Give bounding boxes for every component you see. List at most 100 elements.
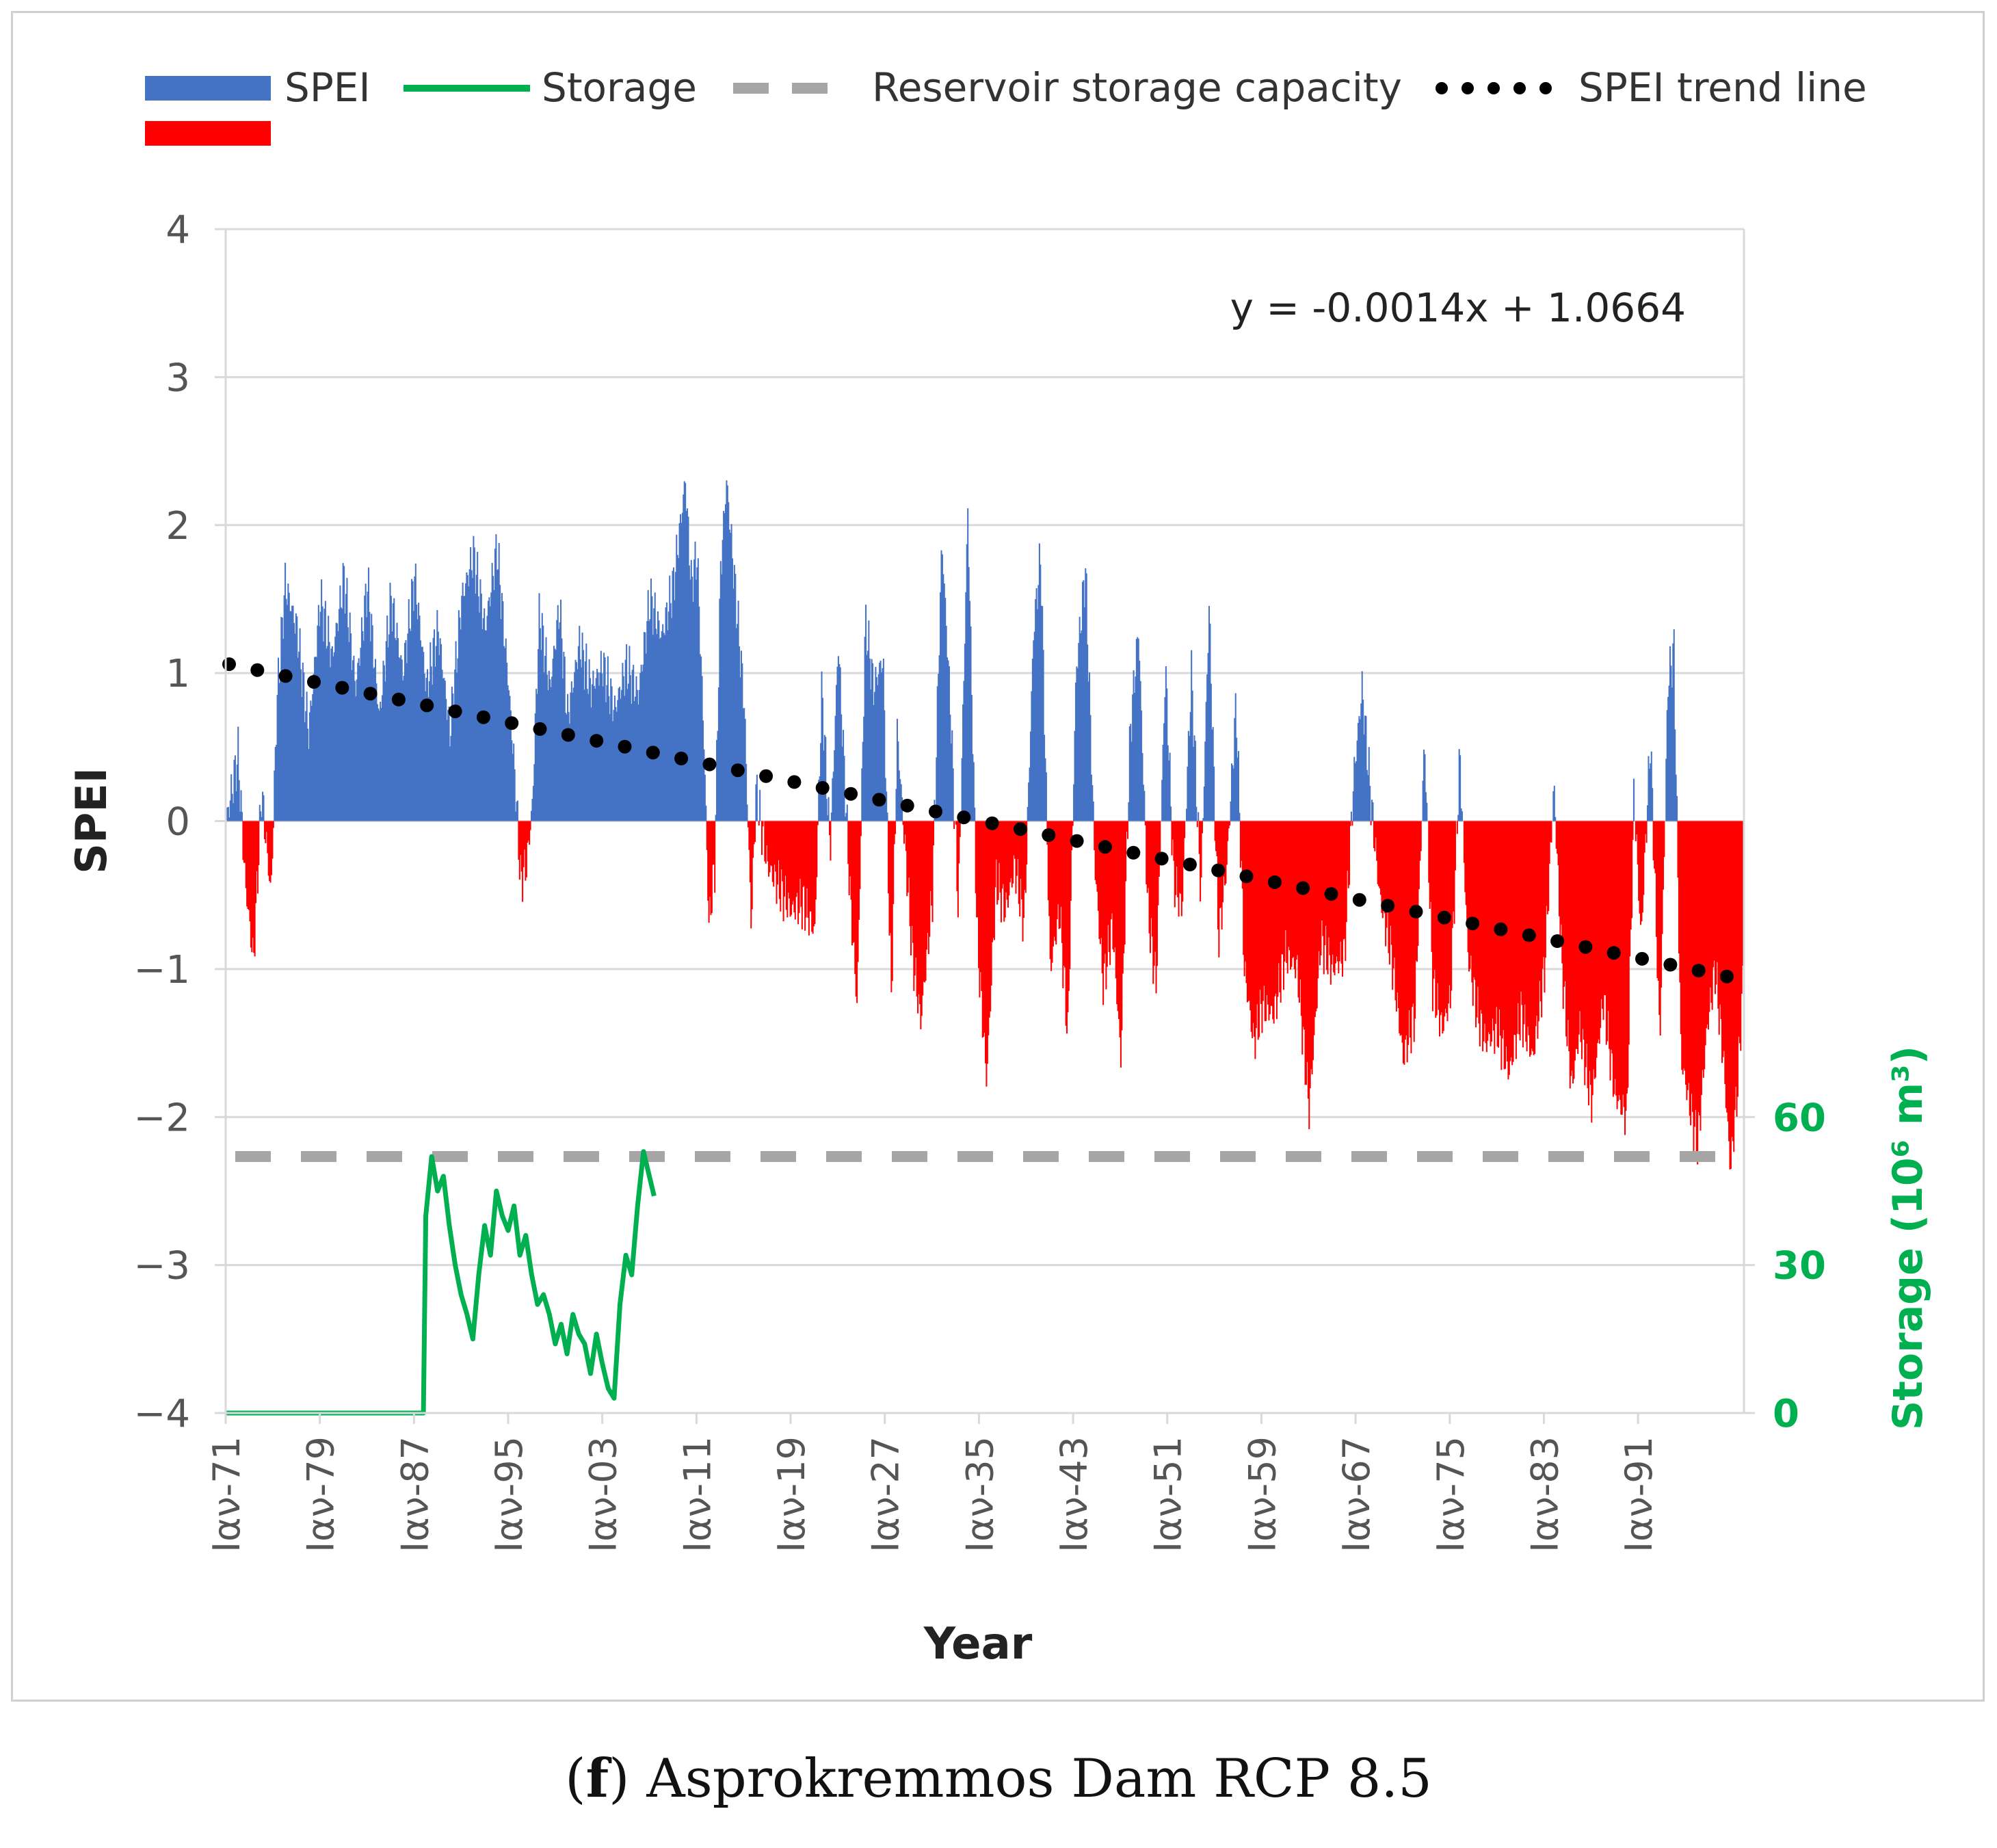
spei-bar xyxy=(1437,821,1439,984)
spei-bar xyxy=(1353,756,1355,821)
spei-bar xyxy=(1498,821,1500,1009)
spei-bar xyxy=(944,598,947,821)
spei-bar xyxy=(470,547,472,821)
spei-bar xyxy=(1059,821,1061,929)
spei-bar xyxy=(1343,821,1345,939)
spei-bar xyxy=(961,758,963,821)
spei-bar xyxy=(804,821,806,931)
spei-bar xyxy=(1454,821,1456,871)
spei-bar xyxy=(1671,687,1673,821)
spei-bar xyxy=(1429,821,1431,909)
spei-bar xyxy=(356,679,358,821)
spei-bar xyxy=(1057,821,1059,905)
spei-bar xyxy=(1524,821,1526,1005)
spei-bar xyxy=(1089,672,1091,821)
spei-bar xyxy=(1245,821,1247,984)
spei-bar xyxy=(856,821,858,1003)
spei-bar xyxy=(1239,821,1241,868)
spei-bar xyxy=(1345,821,1347,962)
spei-bar xyxy=(986,821,988,1064)
spei-bar xyxy=(265,821,267,843)
x-tick-label: Ιαν-79 xyxy=(300,1436,343,1553)
spei-bar xyxy=(312,694,314,821)
spei-bar xyxy=(247,821,249,910)
spei-bar xyxy=(350,633,352,821)
spei-bar xyxy=(1290,821,1292,970)
spei-bar xyxy=(1383,821,1385,901)
spei-bar xyxy=(481,629,484,821)
spei-bar xyxy=(1343,821,1345,940)
spei-bar xyxy=(525,821,527,881)
y-tick-label: 2 xyxy=(166,504,190,549)
spei-bar xyxy=(1006,821,1008,900)
spei-bar xyxy=(730,524,732,821)
spei-bar xyxy=(272,821,274,828)
spei-bar xyxy=(385,641,387,821)
spei-bar xyxy=(695,579,697,821)
spei-bar xyxy=(903,821,905,844)
spei-bar xyxy=(1678,821,1680,954)
spei-bar xyxy=(425,691,427,821)
spei-bar xyxy=(676,555,678,821)
spei-bar xyxy=(1092,784,1094,821)
spei-bar xyxy=(837,656,839,821)
spei-bar xyxy=(1253,821,1255,1037)
spei-bar xyxy=(339,585,341,821)
spei-bar xyxy=(892,821,895,904)
spei-bar xyxy=(454,669,456,821)
spei-bar xyxy=(776,821,778,885)
spei-bar xyxy=(726,485,728,821)
spei-bar xyxy=(515,811,517,821)
trend-dot xyxy=(1070,834,1084,848)
spei-bar xyxy=(1679,821,1681,983)
spei-bar xyxy=(1401,821,1403,1035)
spei-bar xyxy=(330,667,332,821)
spei-bar xyxy=(1187,766,1189,821)
spei-bar xyxy=(1106,821,1108,967)
spei-bar xyxy=(1118,821,1120,1020)
spei-bar xyxy=(233,759,235,821)
spei-bar xyxy=(993,821,995,940)
spei-bar xyxy=(1013,821,1015,856)
spei-bar xyxy=(1112,821,1114,950)
spei-bar xyxy=(723,511,725,821)
spei-bar xyxy=(1619,821,1621,1100)
spei-bar xyxy=(1121,821,1123,1031)
spei-bar xyxy=(977,821,979,968)
spei-bar xyxy=(1141,710,1143,821)
spei-bar xyxy=(1485,821,1487,1044)
spei-bar xyxy=(1318,821,1320,951)
spei-bar xyxy=(1204,741,1206,821)
spei-bar xyxy=(1261,821,1263,1033)
spei-bar xyxy=(487,600,489,821)
spei-bar xyxy=(1385,821,1387,947)
spei-bar xyxy=(1571,821,1573,1071)
spei-bar xyxy=(1721,821,1723,1064)
spei-bar xyxy=(931,821,934,923)
spei-bar xyxy=(799,821,801,879)
spei-bar xyxy=(353,655,355,821)
spei-trend-line xyxy=(222,657,1734,984)
spei-bar xyxy=(529,821,531,830)
spei-bar xyxy=(810,821,812,912)
spei-bar xyxy=(902,821,904,826)
spei-bar xyxy=(1553,785,1555,821)
spei-bar xyxy=(999,821,1001,893)
spei-bar xyxy=(1200,821,1202,878)
spei-bar xyxy=(1482,821,1484,1052)
spei-bar xyxy=(678,523,680,821)
spei-bar xyxy=(290,611,292,821)
spei-bar xyxy=(1184,821,1186,839)
spei-bar xyxy=(1198,812,1200,821)
spei-bar xyxy=(664,635,666,821)
spei-bar xyxy=(713,821,715,864)
spei-bar xyxy=(705,805,707,821)
spei-bar xyxy=(1604,821,1606,996)
spei-bar xyxy=(683,494,685,821)
spei-bar xyxy=(382,661,384,821)
spei-bar xyxy=(1363,734,1365,821)
spei-bar xyxy=(520,821,523,872)
spei-bar xyxy=(1654,821,1656,869)
spei-bar xyxy=(1577,821,1579,1054)
spei-bar xyxy=(603,652,605,821)
